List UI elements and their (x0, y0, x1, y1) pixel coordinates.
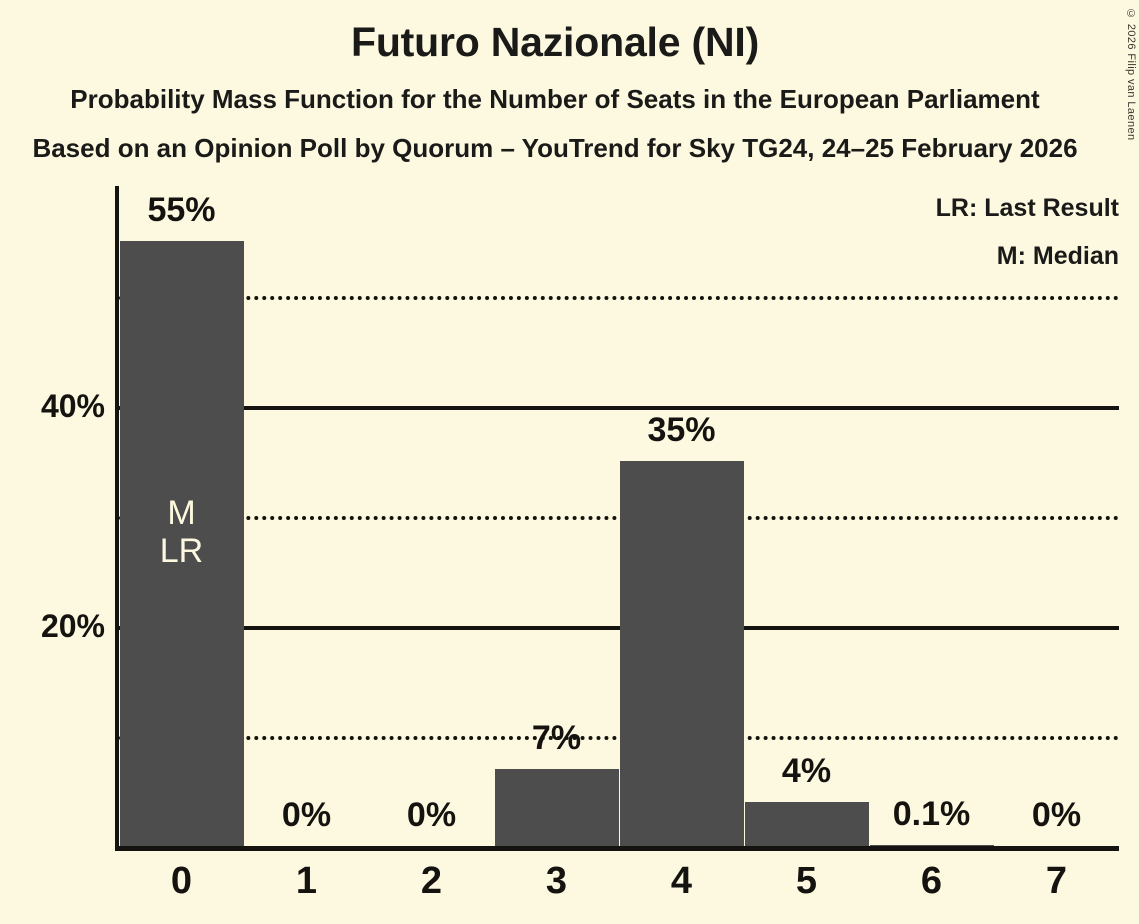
y-axis-tick-label: 20% (40, 608, 105, 644)
bar-value-label-seat-3: 7% (531, 719, 582, 757)
x-axis-line (118, 846, 1119, 851)
bar-value-label-seat-6: 0.1% (892, 794, 971, 833)
gridline-30pct (119, 516, 1119, 520)
x-axis-tick-0: 0 (170, 860, 193, 902)
bar-seat-6[interactable] (869, 844, 994, 846)
x-axis-tick-2: 2 (420, 860, 443, 902)
bar-seat-3[interactable] (494, 769, 619, 846)
chart-subtitle: Probability Mass Function for the Number… (70, 84, 1040, 114)
bar-value-label-seat-7: 0% (1031, 796, 1082, 834)
x-axis-tick-6: 6 (920, 860, 943, 902)
copyright-notice: © 2026 Filip van Laenen (1125, 8, 1137, 141)
page-title: Futuro Nazionale (NI) (350, 19, 760, 65)
gridline-20pct (119, 626, 1119, 630)
chart-source-line: Based on an Opinion Poll by Quorum – You… (32, 133, 1078, 163)
x-axis-tick-1: 1 (295, 860, 318, 902)
last-result-marker: LR (159, 532, 204, 570)
bar-value-label-seat-2: 0% (406, 796, 457, 834)
gridline-50pct (119, 296, 1119, 300)
y-axis-line (115, 186, 119, 851)
legend-item-last-result: LR: Last Result (935, 194, 1119, 222)
median-marker: M (167, 494, 196, 532)
gridline-10pct (119, 736, 1119, 740)
x-axis-tick-4: 4 (670, 860, 693, 902)
x-axis-tick-5: 5 (795, 860, 818, 902)
bar-value-label-seat-4: 35% (647, 411, 716, 449)
bar-seat-5[interactable] (744, 802, 869, 846)
bar-marker-seat-0: M LR (120, 494, 244, 570)
x-axis-tick-3: 3 (545, 860, 568, 902)
bar-value-label-seat-5: 4% (781, 752, 832, 790)
x-axis-tick-7: 7 (1045, 860, 1068, 902)
bar-seat-4[interactable] (619, 461, 744, 846)
legend-item-median: M: Median (996, 242, 1119, 270)
bar-seat-0[interactable] (119, 241, 244, 846)
plot-area: 55% 0 0% 1 0% 2 7% 3 35% 4 4% 5 0.1% 6 0% 7 M LR (115, 186, 1119, 900)
bar-value-label-seat-0: 55% (147, 191, 216, 229)
bar-value-label-seat-1: 0% (281, 796, 332, 834)
chart-legend: LR: Last Result M: Median (936, 184, 1119, 280)
gridline-40pct (119, 406, 1119, 410)
y-axis-tick-label: 40% (40, 388, 105, 424)
